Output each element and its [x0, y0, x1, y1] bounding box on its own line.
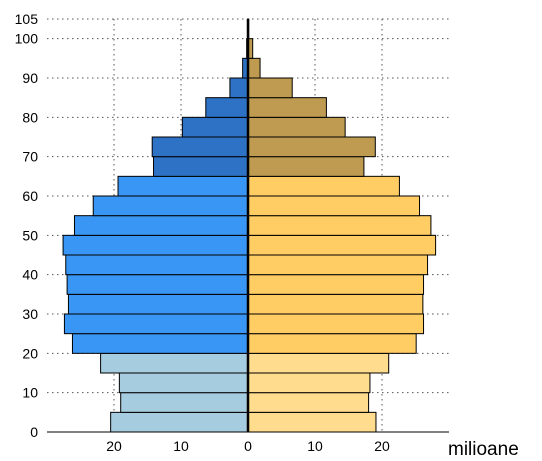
- y-tick-label: 100: [15, 31, 39, 47]
- bar-right: [247, 156, 365, 177]
- y-tick-label: 0: [30, 424, 38, 440]
- y-tick-label: 20: [22, 345, 38, 361]
- axes-layer: [47, 19, 449, 433]
- bar-right: [247, 116, 346, 138]
- bar-left: [67, 293, 249, 315]
- bar-right: [247, 136, 376, 158]
- y-tick-label: 90: [22, 70, 38, 86]
- bar-left: [71, 333, 249, 354]
- bar-left: [153, 156, 249, 177]
- bar-right: [247, 392, 370, 413]
- x-tick-label: 0: [244, 438, 252, 454]
- bar-right: [247, 333, 417, 354]
- bar-left: [62, 234, 249, 256]
- bar-left: [229, 77, 249, 99]
- bar-right: [247, 77, 293, 99]
- x-tick-label: 10: [173, 438, 189, 454]
- y-tick-label: 60: [22, 188, 38, 204]
- y-tick-labels: 0 10 20 30 40 50 60 70 80 90 100 105: [15, 11, 39, 440]
- bar-right: [247, 254, 429, 276]
- bar-right: [247, 97, 327, 118]
- x-tick-label: 20: [106, 438, 122, 454]
- bar-right: [247, 57, 261, 79]
- bars-layer: [62, 18, 437, 433]
- bar-right: [247, 313, 425, 335]
- bar-left: [63, 313, 249, 335]
- y-tick-label: 30: [22, 306, 38, 322]
- bar-left: [100, 352, 249, 374]
- y-tick-label: 50: [22, 227, 38, 243]
- y-tick-label: 70: [22, 149, 38, 165]
- bar-left: [181, 116, 249, 138]
- x-axis-unit-label: milioane: [448, 439, 519, 460]
- bar-left: [110, 411, 249, 433]
- bar-right: [247, 195, 421, 217]
- x-tick-label: 10: [307, 438, 323, 454]
- bar-right: [247, 175, 400, 197]
- bar-left: [65, 254, 249, 276]
- bar-left: [66, 274, 249, 295]
- bar-left: [118, 372, 249, 394]
- bar-left: [120, 392, 249, 413]
- bar-left: [92, 195, 249, 217]
- x-tick-label: 20: [374, 438, 390, 454]
- bar-right: [247, 352, 390, 374]
- bar-left: [205, 97, 249, 118]
- bar-right: [247, 372, 371, 394]
- x-tick-labels: 20 10 0 10 20: [106, 438, 390, 454]
- bar-left: [73, 215, 249, 236]
- y-tick-label: 80: [22, 109, 38, 125]
- y-tick-label: 105: [15, 11, 39, 27]
- y-tick-label: 10: [22, 385, 38, 401]
- bar-left: [117, 175, 249, 197]
- bar-right: [247, 411, 377, 433]
- bar-left: [151, 136, 249, 158]
- bar-right: [247, 274, 425, 295]
- bar-right: [247, 293, 424, 315]
- bar-right: [247, 234, 437, 256]
- bar-right: [247, 215, 432, 236]
- y-tick-label: 40: [22, 267, 38, 283]
